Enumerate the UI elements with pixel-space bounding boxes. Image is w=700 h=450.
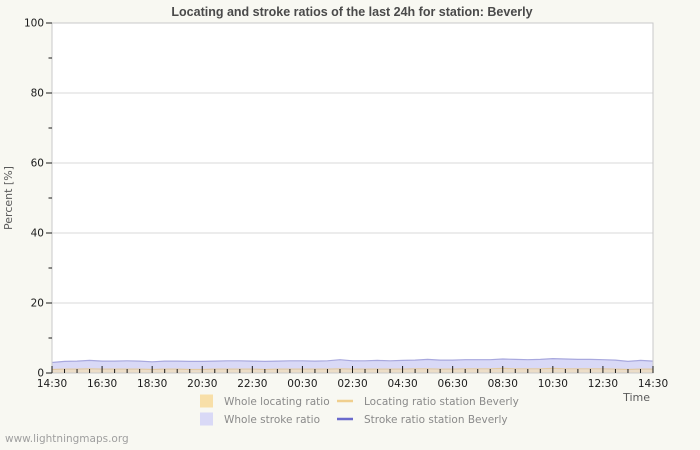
x-axis-label: Time — [622, 391, 650, 404]
y-tick-label-20: 20 — [31, 298, 44, 310]
legend-swatch-whole-stroke-ratio — [200, 412, 213, 426]
y-tick-label-80: 80 — [31, 88, 44, 100]
x-tick-label-00-30: 00:30 — [287, 378, 317, 390]
axis-ticks — [46, 22, 654, 374]
chart-title: Locating and stroke ratios of the last 2… — [171, 5, 532, 19]
x-tick-label-14-30: 14:30 — [638, 378, 668, 390]
legend-label-whole-stroke-ratio: Whole stroke ratio — [224, 414, 320, 426]
y-tick-label-0: 0 — [37, 368, 44, 380]
axis-tick-labels: 0 20 40 60 80 100 14:30 16:30 18:30 20:30 22:30 00:… — [24, 18, 668, 391]
legend-label-locating-ratio-station-beverly: Locating ratio station Beverly — [364, 396, 519, 408]
x-tick-label-14-30: 14:30 — [37, 378, 67, 390]
x-tick-label-06-30: 06:30 — [438, 378, 468, 390]
legend-label-stroke-ratio-station-beverly: Stroke ratio station Beverly — [364, 414, 508, 426]
x-tick-label-16-30: 16:30 — [87, 378, 117, 390]
legend-label-whole-locating-ratio: Whole locating ratio — [224, 396, 330, 408]
watermark: www.lightningmaps.org — [5, 433, 129, 445]
x-tick-label-18-30: 18:30 — [137, 378, 167, 390]
x-tick-label-08-30: 08:30 — [488, 378, 518, 390]
x-tick-label-20-30: 20:30 — [187, 378, 217, 390]
line-stroke-ratio-station-beverly — [51, 357, 654, 364]
y-axis-label: Percent [%] — [2, 166, 15, 230]
gridlines — [52, 92, 653, 304]
chart-legend: Whole locating ratio Locating ratio stati… — [200, 394, 519, 426]
x-tick-label-04-30: 04:30 — [387, 378, 417, 390]
plot-area — [52, 23, 653, 373]
y-tick-label-100: 100 — [24, 18, 44, 30]
x-tick-label-12-30: 12:30 — [588, 378, 618, 390]
y-tick-label-60: 60 — [31, 158, 44, 170]
x-tick-label-02-30: 02:30 — [337, 378, 367, 390]
legend-swatch-whole-locating-ratio — [200, 394, 213, 408]
x-tick-label-22-30: 22:30 — [237, 378, 267, 390]
y-tick-label-40: 40 — [31, 228, 44, 240]
x-tick-label-10-30: 10:30 — [538, 378, 568, 390]
